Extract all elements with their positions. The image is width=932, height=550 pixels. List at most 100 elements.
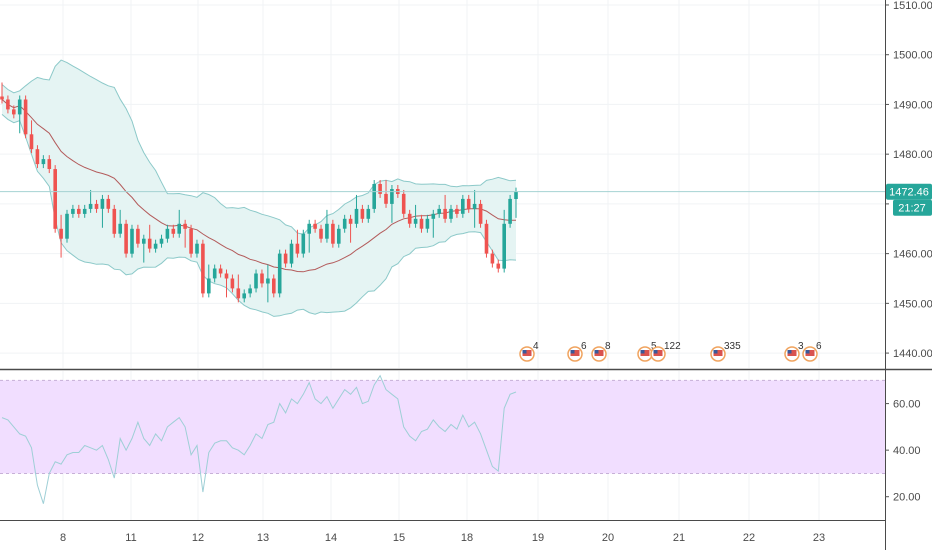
price-pane[interactable] [0,0,932,371]
candle-body [283,253,288,264]
flag-stripes [653,350,663,356]
candle-body [455,208,459,214]
price-tick-label: 1460.00 [893,249,932,261]
event-marker[interactable]: 8 [591,341,611,362]
candle-body [106,198,111,209]
candle-body [212,268,217,279]
candle-body [443,208,447,219]
event-marker[interactable]: 6 [802,341,822,362]
candle-body [136,228,140,244]
candle-body [496,263,501,269]
flag-canton [522,350,527,354]
candle-body [165,228,170,239]
event-count-label: 6 [816,341,822,352]
candle-body [390,189,394,204]
event-count-label: 6 [581,341,587,352]
candle-body [71,208,75,214]
candle-body [195,243,199,254]
candle-body [236,288,241,299]
candle-body [177,223,181,234]
candle-body [366,208,371,219]
flag-canton [653,350,658,354]
candle-body [23,99,28,135]
candle-body [307,223,311,234]
candle-body [171,228,176,234]
event-marker[interactable]: 6 [567,341,587,362]
rsi-tick-label: 20.00 [893,492,921,504]
rsi-band-fill [0,380,885,474]
candle-body [360,208,365,219]
candle-body [100,198,105,209]
candle-body [6,99,10,110]
candle-body [88,203,93,209]
event-count-label: 335 [724,341,741,352]
price-tick-label: 1440.00 [893,348,932,360]
price-tags: 1472.46 21:27 [886,183,932,216]
time-tick-label: 19 [532,532,544,544]
event-marker[interactable]: 5 [637,341,657,362]
candle-body [118,223,122,234]
flag-stripes [522,350,532,356]
event-marker[interactable]: 122 [650,341,681,362]
bollinger-lower-line [1,114,517,317]
countdown-label: 21:27 [898,203,926,215]
candle-body [266,278,270,284]
candle-body [313,223,317,229]
price-tick-label: 1500.00 [893,50,932,62]
flag-canton [787,350,792,354]
candle-body [153,243,158,249]
candle-body [413,218,418,224]
candle-body [260,273,264,284]
rsi-pane[interactable] [0,371,885,520]
candle-body [224,273,229,279]
event-marker[interactable]: 3 [784,341,804,362]
candle-body [159,238,164,244]
candle-body [289,243,294,264]
candle-body [47,159,52,169]
event-marker[interactable]: 4 [519,341,539,362]
time-tick-label: 20 [602,532,614,544]
event-count-label: 8 [605,341,611,352]
price-axis[interactable]: 1510.001500.001490.001480.001470.001460.… [885,0,932,550]
candle-body [407,213,412,224]
candle-body [242,293,246,299]
time-tick-label: 18 [461,532,473,544]
candle-body [201,243,205,294]
candle-body [472,203,477,209]
event-count-label: 4 [533,341,539,352]
candle-body [53,169,57,229]
candle-body [189,228,193,254]
candle-body [295,243,300,254]
rsi-axis[interactable]: 60.00 40.00 20.00 [885,399,921,504]
candle-body [147,238,152,249]
event-count-label: 3 [798,341,804,352]
last-price-tag-bg [886,183,932,200]
event-marker[interactable]: 335 [710,341,741,362]
last-price-label: 1472.46 [889,187,929,199]
candle-body [508,198,512,224]
time-tick-label: 15 [393,532,405,544]
candle-body [12,109,16,115]
candle-body [401,193,406,214]
candle-body [337,228,341,244]
flag-stripes [570,350,580,356]
candle-body [378,184,382,194]
candle-body [502,223,506,269]
candle-body [82,208,87,214]
time-tick-label: 12 [192,532,204,544]
flag-stripes [787,350,797,356]
time-tick-label: 21 [673,532,685,544]
flag-canton [640,350,645,354]
candle-body [142,238,146,244]
time-axis[interactable]: 8 11 12 13 14 15 18 19 20 21 22 23 [0,520,885,545]
candle-body [218,268,223,274]
candle-body [183,223,187,229]
candle-body [301,233,306,254]
event-count-label: 5 [651,341,657,352]
time-tick-label: 11 [125,532,136,544]
flag-stripes [594,350,604,356]
candle-body [77,208,81,214]
candle-body [331,223,335,244]
time-tick-label: 13 [257,532,269,544]
